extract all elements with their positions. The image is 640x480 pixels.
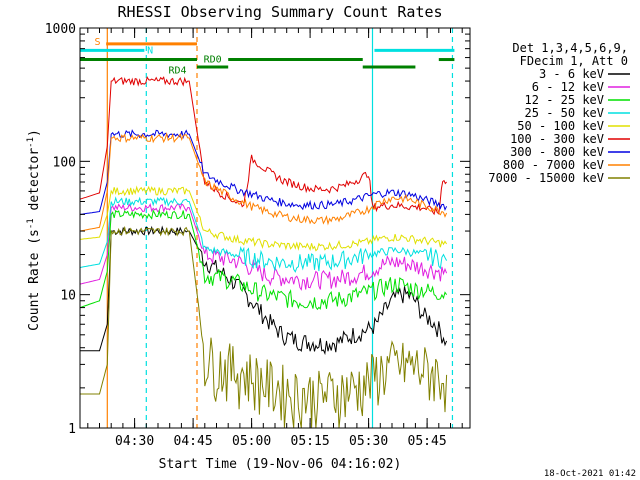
- y-tick-label: 100: [53, 155, 76, 170]
- y-label-text: Count Rate (s: [27, 229, 42, 331]
- legend-entry-label: 300 - 800 keV: [510, 145, 604, 159]
- legend-entry-label: 50 - 100 keV: [517, 119, 604, 133]
- svg-text:Count Rate (s-1 detector-1): Count Rate (s-1 detector-1): [26, 129, 42, 331]
- series-line-800to7000keV-kev: [80, 132, 448, 232]
- x-tick-label: 04:30: [115, 434, 154, 449]
- y-axis: 1 10 100 1000: [45, 22, 470, 437]
- legend-entry-label: 3 - 6 keV: [539, 67, 604, 81]
- state-label-n: N: [147, 45, 153, 56]
- legend-entry-label: 7000 - 15000 keV: [488, 171, 604, 185]
- state-label-rd0: RD0: [204, 55, 222, 66]
- x-tick-label: 05:30: [349, 434, 388, 449]
- series-line-12to25keV-kev: [80, 208, 448, 311]
- series-line-50to100keV-kev: [80, 185, 448, 252]
- observing-state-bars: S N RD0 RD4: [80, 37, 455, 76]
- legend-header: FDecim 1, Att 0: [520, 54, 628, 68]
- legend-header: Det 1,3,4,5,6,9,: [512, 41, 628, 55]
- x-axis-label: Start Time (19-Nov-06 04:16:02): [159, 457, 402, 472]
- chart-title: RHESSI Observing Summary Count Rates: [117, 3, 442, 21]
- legend: Det 1,3,4,5,6,9,FDecim 1, Att 03 - 6 keV…: [488, 41, 630, 185]
- x-axis: 04:30 04:45 05:00 05:15 05:30 05:45: [87, 28, 463, 449]
- series-line-6to12keV-kev: [80, 203, 448, 291]
- legend-entry-label: 6 - 12 keV: [532, 80, 604, 94]
- legend-entry-label: 25 - 50 keV: [525, 106, 604, 120]
- y-tick-label: 1: [68, 422, 76, 437]
- footer-date: 18-Oct-2021 01:42: [544, 469, 636, 479]
- legend-entry-label: 100 - 300 keV: [510, 132, 604, 146]
- y-label-text-2: detector: [27, 148, 42, 219]
- series-line-100to300keV-kev: [80, 76, 447, 216]
- count-rate-series: [80, 76, 448, 428]
- x-tick-label: 05:45: [408, 434, 447, 449]
- state-label-rd4: RD4: [168, 65, 186, 76]
- x-tick-label: 04:45: [174, 434, 213, 449]
- series-line-300to800keV-kev: [80, 129, 448, 215]
- series-line-25to50keV-kev: [80, 196, 448, 273]
- x-tick-label: 05:15: [291, 434, 330, 449]
- legend-entry-label: 12 - 25 keV: [525, 93, 604, 107]
- series-line-7000to15000keV-kev: [80, 225, 448, 428]
- plot-frame: [79, 27, 471, 429]
- y-tick-label: 1000: [45, 22, 76, 37]
- x-tick-label: 05:00: [232, 434, 271, 449]
- y-label-close: ): [27, 129, 42, 137]
- legend-entry-label: 800 - 7000 keV: [503, 158, 604, 172]
- y-axis-label: Count Rate (s-1 detector-1): [26, 129, 42, 331]
- y-label-superscript-2: -1: [26, 137, 36, 148]
- state-label-s: S: [95, 37, 101, 48]
- y-label-superscript: -1: [26, 218, 36, 229]
- y-tick-label: 10: [60, 289, 76, 304]
